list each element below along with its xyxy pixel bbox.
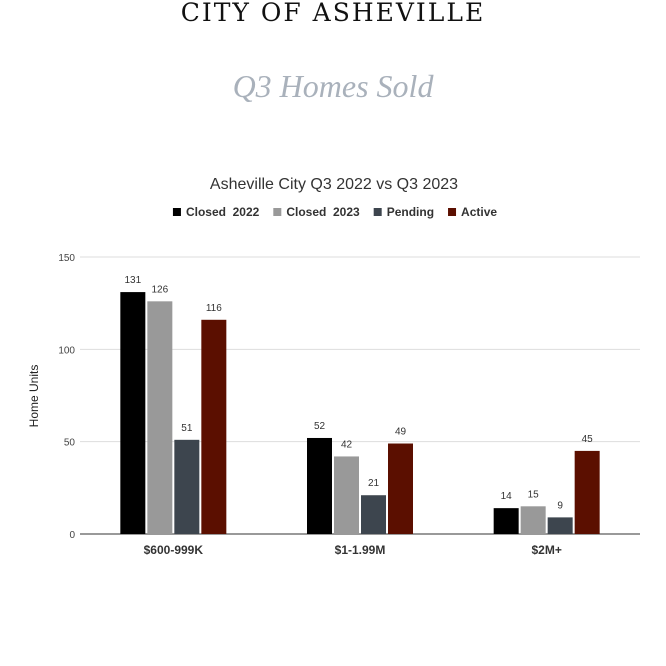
bar xyxy=(547,517,573,534)
y-axis-label: Home Units xyxy=(27,365,41,428)
data-label: 42 xyxy=(341,439,353,450)
bar xyxy=(147,301,173,534)
data-label: 131 xyxy=(124,275,141,286)
legend-label: Closed 2023 xyxy=(286,205,360,219)
legend-swatch xyxy=(172,208,181,216)
data-label: 51 xyxy=(181,423,193,434)
data-label: 21 xyxy=(368,478,380,489)
data-label: 116 xyxy=(206,303,222,314)
bar xyxy=(307,437,332,534)
legend-label: Closed 2022 xyxy=(186,205,260,219)
data-label: 49 xyxy=(395,427,407,438)
data-label: 9 xyxy=(557,500,563,511)
data-label: 15 xyxy=(528,489,540,500)
legend-label: Active xyxy=(461,205,497,219)
chart-axes: 0 50 100 150 $600-999K $1-1.99M $2M+ xyxy=(58,253,562,557)
legend-swatch xyxy=(448,208,457,216)
data-label: 126 xyxy=(151,284,168,295)
data-label: 52 xyxy=(314,421,326,432)
bar xyxy=(388,443,413,534)
chart-gridlines xyxy=(80,256,640,535)
bar xyxy=(361,495,386,534)
y-tick-label: 50 xyxy=(64,438,76,449)
chart-title: Asheville City Q3 2022 vs Q3 2023 xyxy=(210,176,458,193)
legend-item: Closed 2022 xyxy=(172,205,260,219)
x-tick-label: $2M+ xyxy=(531,543,561,557)
bar xyxy=(334,456,359,534)
y-tick-label: 0 xyxy=(69,530,75,541)
legend-item: Pending xyxy=(373,205,434,219)
bar xyxy=(520,506,546,534)
page-subtitle: Q3 Homes Sold xyxy=(232,68,434,104)
legend-label: Pending xyxy=(387,205,434,219)
legend-swatch xyxy=(373,208,382,216)
page-title: CITY OF ASHEVILLE xyxy=(180,0,486,27)
x-tick-label: $600-999K xyxy=(144,543,204,557)
y-tick-label: 100 xyxy=(58,345,75,356)
data-label: 45 xyxy=(582,434,594,445)
bar xyxy=(574,450,600,534)
bar xyxy=(120,292,146,534)
bar xyxy=(493,508,519,534)
y-tick-label: 150 xyxy=(58,253,75,264)
bar-chart: Asheville City Q3 2022 vs Q3 2023 Closed… xyxy=(27,176,640,557)
chart-bars xyxy=(120,292,600,534)
bar xyxy=(201,319,227,534)
chart-legend: Closed 2022 Closed 2023 Pending Active xyxy=(172,205,497,219)
legend-item: Active xyxy=(448,205,497,219)
x-tick-label: $1-1.99M xyxy=(335,543,386,557)
chart-data-labels: 131 126 51 116 52 42 21 49 14 15 9 45 xyxy=(124,275,593,511)
data-label: 14 xyxy=(501,491,513,502)
legend-item: Closed 2023 xyxy=(273,205,360,219)
legend-swatch xyxy=(273,208,282,216)
bar xyxy=(174,439,200,534)
